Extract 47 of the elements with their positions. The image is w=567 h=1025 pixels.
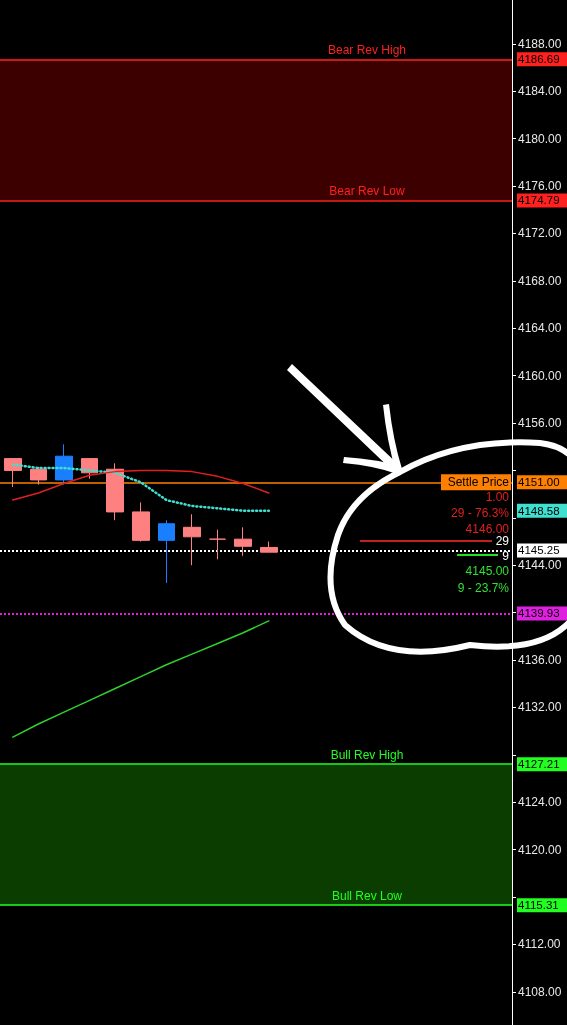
annotation: 4145.00	[465, 564, 510, 578]
y-tick-label: 4112.00	[518, 937, 561, 952]
text: 4127.21	[518, 758, 560, 771]
annotation: 29	[495, 534, 510, 548]
y-tick-label: 4108.00	[518, 984, 562, 999]
annotation: 4146.00	[465, 522, 510, 536]
candlestick	[234, 526, 252, 557]
ref-line-label: Bear Rev High	[327, 43, 407, 58]
y-tick-label: 4172.00	[518, 226, 562, 241]
text: 4151.00	[518, 476, 560, 489]
y-tick-label: 4184.00	[518, 84, 562, 99]
ref-line-label: Settle Price	[447, 475, 510, 490]
y-tick-label: 4120.00	[518, 842, 562, 857]
candlestick	[183, 513, 201, 566]
annotation: 29 - 76.3%	[450, 506, 510, 520]
y-tick-label: 4156.00	[518, 416, 562, 431]
text: 4186.69	[518, 53, 560, 66]
y-tick-label: 4164.00	[518, 321, 562, 336]
text: 4115.31	[518, 899, 559, 912]
line-series	[12, 620, 270, 738]
ref-line-label: Bull Rev High	[330, 748, 404, 763]
candlestick	[55, 443, 73, 486]
annotation: 1.00	[485, 490, 510, 504]
y-tick-label: 4176.00	[518, 179, 562, 194]
annotation: 9 - 23.7%	[457, 581, 510, 595]
y-tick-label: 4132.00	[518, 700, 562, 715]
ref-line-label: Bull Rev Low	[331, 889, 403, 904]
y-tick-label: 4160.00	[518, 368, 562, 383]
y-tick-label: 4144.00	[518, 558, 562, 573]
line-series	[11, 463, 271, 512]
ref-line-label: Bear Rev Low	[329, 184, 406, 199]
text: 4174.79	[518, 194, 560, 207]
y-tick-label: 4168.00	[518, 273, 562, 288]
candlestick	[260, 541, 278, 553]
text: 4145.25	[518, 544, 560, 557]
candlestick	[30, 466, 47, 486]
candlestick	[132, 501, 150, 543]
text: 4139.93	[518, 607, 560, 620]
y-tick-label: 4124.00	[518, 795, 562, 810]
y-tick-label: 4188.00	[518, 36, 562, 51]
candlestick	[209, 529, 226, 560]
candlestick	[106, 462, 124, 521]
y-tick-label: 4180.00	[518, 131, 562, 146]
line-series	[12, 469, 270, 501]
y-tick-label: 4136.00	[518, 653, 562, 668]
text: 4148.58	[518, 504, 560, 517]
candlestick	[158, 519, 175, 584]
